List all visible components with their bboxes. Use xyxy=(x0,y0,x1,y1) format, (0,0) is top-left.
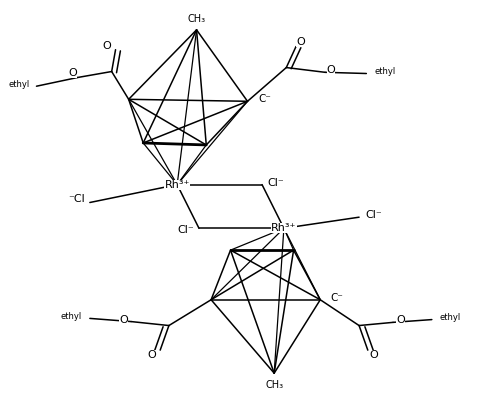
Text: O: O xyxy=(297,37,305,47)
Text: Cl⁻: Cl⁻ xyxy=(267,178,284,188)
Text: O: O xyxy=(102,41,111,51)
Text: ethyl: ethyl xyxy=(9,80,30,89)
Text: ethyl: ethyl xyxy=(374,67,396,76)
Text: O: O xyxy=(68,68,77,78)
Text: O: O xyxy=(369,350,378,360)
Text: Rh³⁺: Rh³⁺ xyxy=(164,180,190,190)
Text: Cl⁻: Cl⁻ xyxy=(365,210,382,220)
Text: ethyl: ethyl xyxy=(440,313,461,322)
Text: O: O xyxy=(147,350,156,360)
Text: ethyl: ethyl xyxy=(61,312,82,321)
Text: C⁻: C⁻ xyxy=(258,94,271,104)
Text: Cl⁻: Cl⁻ xyxy=(177,225,194,235)
Text: Rh³⁺: Rh³⁺ xyxy=(271,223,297,233)
Text: O: O xyxy=(396,315,405,325)
Text: C⁻: C⁻ xyxy=(331,293,344,303)
Text: CH₃: CH₃ xyxy=(188,14,205,24)
Text: ⁻Cl: ⁻Cl xyxy=(68,194,85,205)
Text: CH₃: CH₃ xyxy=(265,380,283,390)
Text: O: O xyxy=(327,65,335,75)
Text: O: O xyxy=(119,315,128,324)
